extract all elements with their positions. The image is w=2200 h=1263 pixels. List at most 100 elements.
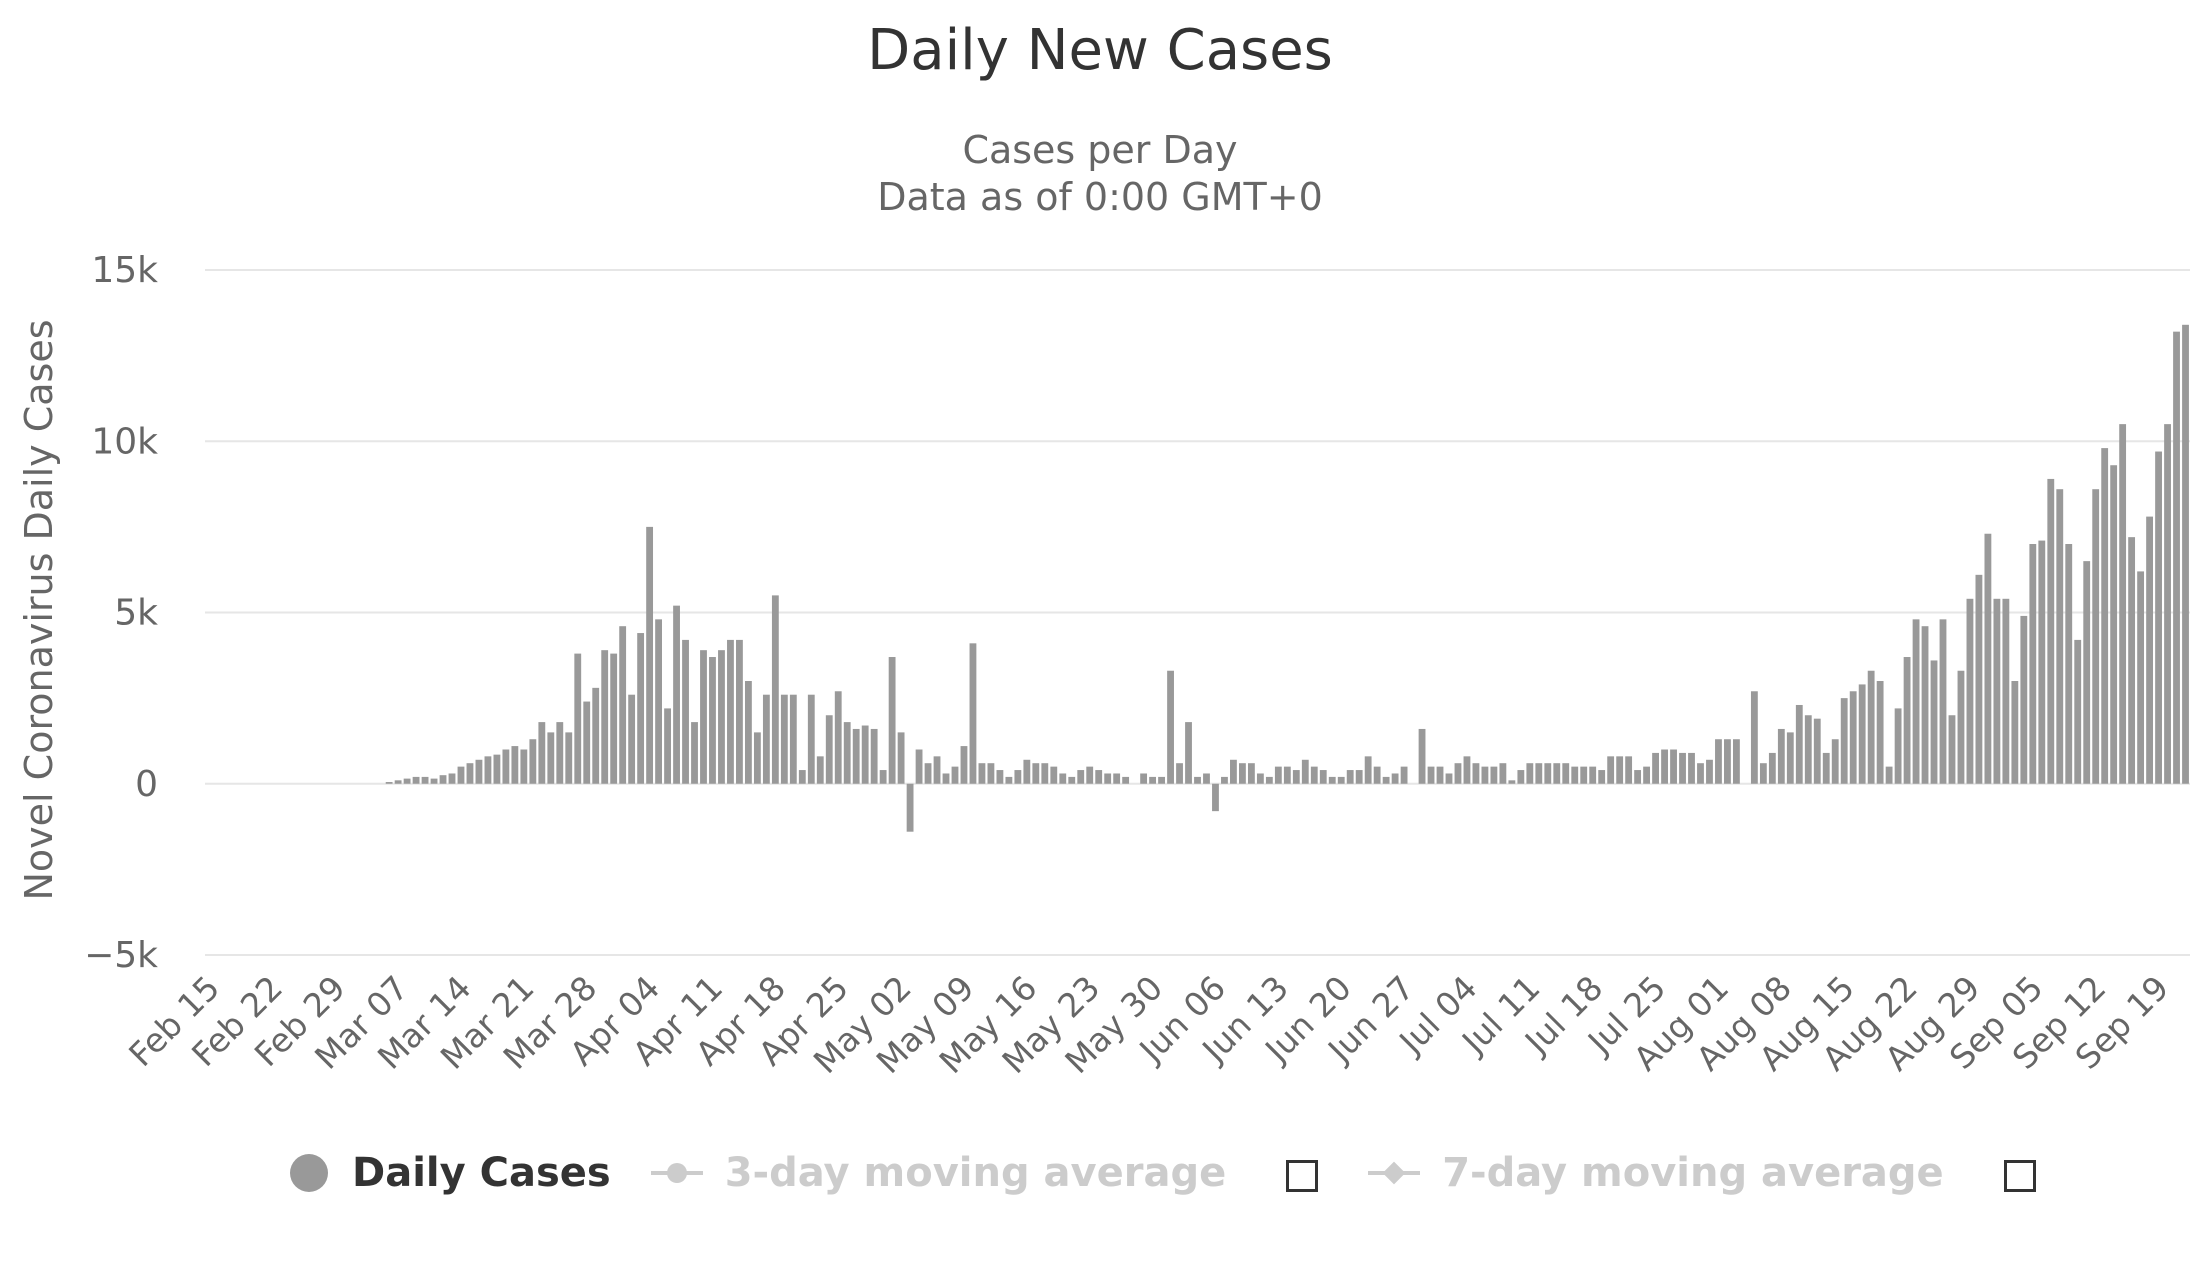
bar[interactable] [1203, 773, 1210, 784]
bar[interactable] [2119, 424, 2127, 784]
bar[interactable] [1472, 763, 1480, 784]
bar[interactable] [592, 687, 600, 784]
bar[interactable] [1095, 770, 1103, 784]
bar[interactable] [457, 766, 465, 784]
bar[interactable] [1382, 776, 1390, 784]
bar[interactable] [789, 694, 797, 784]
bar[interactable] [403, 778, 411, 784]
bar[interactable] [502, 749, 510, 784]
bar[interactable] [2056, 489, 2064, 784]
bar[interactable] [834, 691, 842, 784]
7day-average-checkbox[interactable] [2003, 1160, 2036, 1192]
bar[interactable] [1921, 626, 1929, 784]
legend-item-3day-average[interactable]: 3-day moving average [650, 1150, 1226, 1196]
bar[interactable] [556, 722, 564, 784]
bar[interactable] [1993, 598, 2001, 784]
bar[interactable] [2110, 465, 2118, 784]
bar[interactable] [448, 773, 456, 784]
bar[interactable] [987, 763, 995, 784]
bar[interactable] [1867, 670, 1875, 784]
bar[interactable] [2164, 424, 2171, 784]
bar[interactable] [1274, 766, 1282, 784]
bar[interactable] [2002, 598, 2010, 784]
bar[interactable] [1517, 770, 1525, 784]
bar[interactable] [1670, 749, 1677, 784]
bar[interactable] [1059, 773, 1067, 784]
bar[interactable] [1230, 759, 1237, 784]
bar[interactable] [1849, 691, 1857, 784]
legend-item-7day-average[interactable]: 7-day moving average [1368, 1150, 1944, 1196]
bar[interactable] [2011, 681, 2019, 784]
bar[interactable] [646, 526, 654, 784]
bar[interactable] [1894, 708, 1902, 784]
bar[interactable] [1652, 752, 1659, 784]
bar[interactable] [1373, 766, 1381, 784]
bar[interactable] [1014, 770, 1022, 784]
bar[interactable] [1158, 776, 1165, 784]
bar[interactable] [1984, 533, 1992, 784]
bar[interactable] [466, 763, 474, 784]
bar[interactable] [520, 749, 528, 784]
bar[interactable] [915, 749, 923, 784]
bar[interactable] [637, 633, 645, 784]
bar[interactable] [610, 653, 618, 784]
bar[interactable] [1481, 766, 1489, 784]
bar[interactable] [1634, 770, 1642, 784]
bar[interactable] [969, 643, 977, 784]
bar[interactable] [1786, 732, 1794, 784]
bar[interactable] [1571, 766, 1579, 784]
bar[interactable] [421, 776, 429, 784]
bar[interactable] [780, 694, 788, 784]
bar[interactable] [1885, 766, 1893, 784]
bar[interactable] [1086, 766, 1094, 784]
bar[interactable] [1831, 739, 1839, 784]
bar[interactable] [924, 763, 932, 784]
bar[interactable] [1616, 756, 1624, 784]
bar[interactable] [1149, 776, 1157, 784]
bar[interactable] [1346, 770, 1354, 784]
bar[interactable] [493, 754, 501, 784]
bar[interactable] [1113, 773, 1121, 784]
bar[interactable] [879, 770, 887, 784]
bar[interactable] [933, 756, 941, 784]
bar[interactable] [1445, 773, 1453, 784]
bar[interactable] [1122, 776, 1130, 784]
bar[interactable] [1041, 763, 1049, 784]
bar[interactable] [1912, 619, 1920, 784]
bar[interactable] [897, 732, 905, 784]
bar[interactable] [1750, 691, 1758, 784]
bar[interactable] [2173, 331, 2180, 784]
bar[interactable] [1643, 766, 1651, 784]
bar[interactable] [664, 708, 671, 784]
bar[interactable] [2029, 544, 2037, 784]
bar[interactable] [852, 728, 860, 784]
bar[interactable] [1813, 718, 1821, 784]
bar[interactable] [475, 759, 483, 784]
bar[interactable] [1427, 766, 1435, 784]
bar[interactable] [1454, 763, 1462, 784]
bar[interactable] [673, 605, 680, 784]
bar[interactable] [2155, 451, 2162, 784]
bar[interactable] [1391, 773, 1399, 784]
bar[interactable] [2101, 448, 2109, 784]
bar[interactable] [1023, 759, 1031, 784]
bar[interactable] [1490, 766, 1498, 784]
bar[interactable] [951, 766, 959, 784]
bar[interactable] [1212, 783, 1219, 812]
bar[interactable] [709, 657, 716, 784]
bar[interactable] [1050, 766, 1058, 784]
bar[interactable] [574, 653, 582, 784]
bar[interactable] [601, 650, 609, 784]
bar[interactable] [2020, 615, 2028, 784]
bar[interactable] [736, 639, 743, 784]
legend-item-daily-cases[interactable]: Daily Cases [290, 1150, 611, 1196]
bar[interactable] [1840, 698, 1848, 784]
bar[interactable] [1544, 763, 1552, 784]
bar[interactable] [1733, 739, 1740, 784]
bar[interactable] [1077, 770, 1085, 784]
bar[interactable] [1176, 763, 1183, 784]
bar[interactable] [1301, 759, 1309, 784]
bar[interactable] [1804, 715, 1812, 784]
bar[interactable] [2146, 516, 2153, 784]
bar[interactable] [691, 722, 698, 784]
